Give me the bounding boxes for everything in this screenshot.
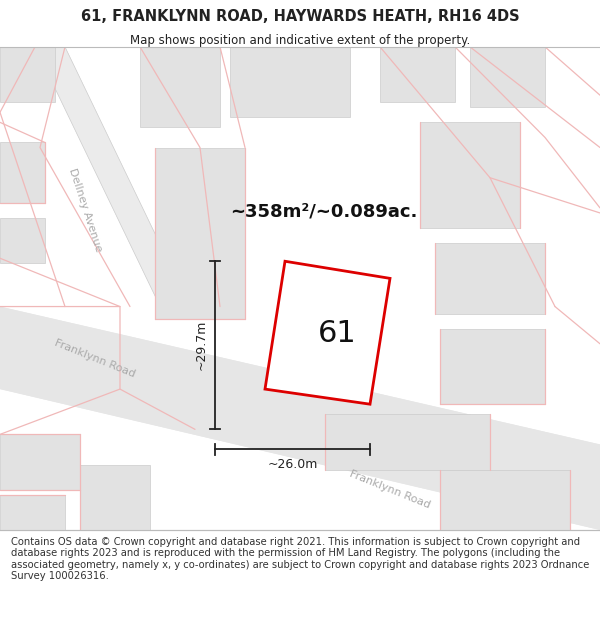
- Polygon shape: [155, 148, 245, 319]
- Text: ~358m²/~0.089ac.: ~358m²/~0.089ac.: [230, 203, 418, 221]
- Text: Map shows position and indicative extent of the property.: Map shows position and indicative extent…: [130, 34, 470, 47]
- Polygon shape: [0, 495, 65, 530]
- Polygon shape: [380, 47, 455, 102]
- Polygon shape: [325, 414, 490, 469]
- Polygon shape: [470, 47, 545, 108]
- Text: Contains OS data © Crown copyright and database right 2021. This information is : Contains OS data © Crown copyright and d…: [11, 537, 589, 581]
- Polygon shape: [80, 464, 150, 530]
- Polygon shape: [35, 47, 195, 317]
- Polygon shape: [0, 344, 600, 530]
- Text: Franklynn Road: Franklynn Road: [348, 469, 432, 511]
- Polygon shape: [0, 306, 600, 479]
- Polygon shape: [265, 261, 390, 404]
- Polygon shape: [0, 434, 80, 490]
- Polygon shape: [440, 469, 570, 530]
- Polygon shape: [0, 306, 600, 530]
- Polygon shape: [0, 218, 45, 263]
- Text: ~26.0m: ~26.0m: [268, 458, 317, 471]
- Polygon shape: [420, 122, 520, 228]
- Text: ~29.7m: ~29.7m: [195, 320, 208, 371]
- Polygon shape: [140, 47, 220, 128]
- Text: Dellney Avenue: Dellney Avenue: [67, 167, 103, 253]
- Polygon shape: [0, 142, 45, 203]
- Text: 61, FRANKLYNN ROAD, HAYWARDS HEATH, RH16 4DS: 61, FRANKLYNN ROAD, HAYWARDS HEATH, RH16…: [80, 9, 520, 24]
- Polygon shape: [230, 47, 350, 118]
- Polygon shape: [0, 47, 55, 102]
- Polygon shape: [435, 243, 545, 314]
- Text: Franklynn Road: Franklynn Road: [53, 338, 137, 379]
- Polygon shape: [440, 329, 545, 404]
- Text: 61: 61: [318, 319, 357, 348]
